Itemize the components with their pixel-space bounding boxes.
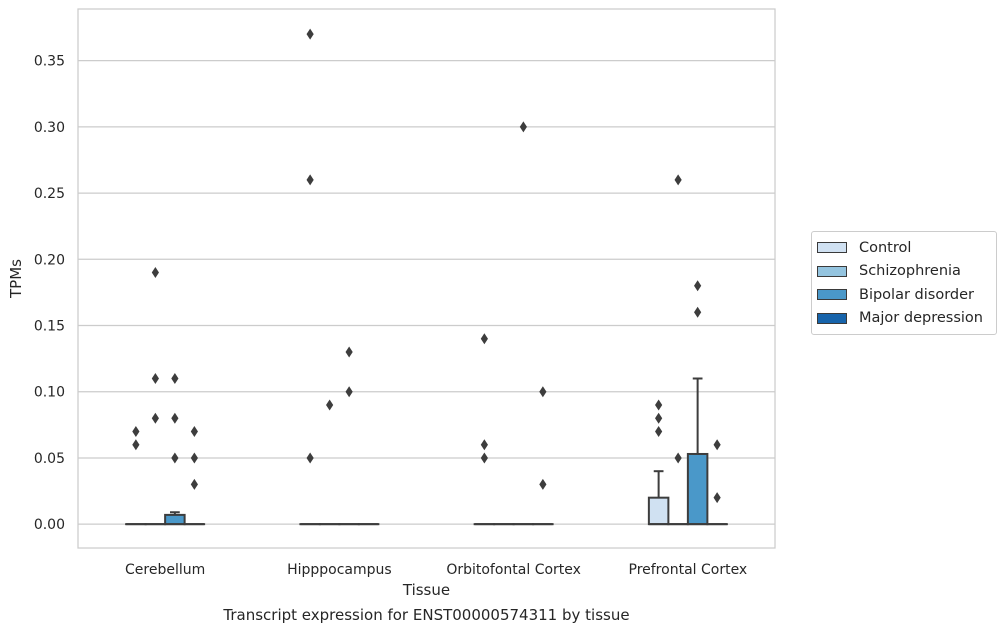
outlier-point <box>190 425 198 437</box>
legend-item: Major depression <box>812 307 996 331</box>
outlier-point <box>190 478 198 490</box>
outlier-point <box>306 28 314 40</box>
outlier-point <box>306 452 314 464</box>
box-bipolar-disorder <box>164 511 186 526</box>
outlier-point <box>694 280 702 292</box>
legend-label: Bipolar disorder <box>859 286 974 303</box>
legend-swatch <box>817 242 847 254</box>
outlier-point <box>655 412 663 424</box>
outlier-point <box>480 452 488 464</box>
legend-label: Schizophrenia <box>859 263 961 280</box>
legend-swatch <box>817 289 847 301</box>
outlier-point <box>306 174 314 186</box>
grid-lines <box>78 60 775 525</box>
outlier-point <box>674 452 682 464</box>
box-bipolar-disorder <box>686 377 709 526</box>
legend-item: Control <box>812 236 996 260</box>
legend-label: Major depression <box>859 310 983 327</box>
legend-label: Control <box>859 239 912 256</box>
chart-caption: Transcript expression for ENST0000057431… <box>223 606 630 624</box>
y-axis-label: TPMs <box>7 259 25 299</box>
y-tick-label: 0.25 <box>34 186 65 202</box>
outlier-point <box>132 425 140 437</box>
x-tick-label: Cerebellum <box>125 562 205 578</box>
plot-frame <box>77 8 776 549</box>
outlier-point <box>345 346 353 358</box>
legend-item: Schizophrenia <box>812 260 996 284</box>
y-tick-labels: 0.00 0.05 0.10 0.15 0.20 0.25 0.30 0.35 <box>34 54 65 534</box>
y-tick-label: 0.20 <box>34 252 65 268</box>
legend-swatch <box>817 312 847 324</box>
box-body <box>647 496 670 526</box>
x-tick-label: Prefrontal Cortex <box>629 562 748 578</box>
legend-item: Bipolar disorder <box>812 283 996 307</box>
x-tick-labels: Cerebellum Hipppocampus Orbitofontal Corte… <box>125 562 747 578</box>
outlier-point <box>151 267 159 279</box>
outlier-point <box>655 399 663 411</box>
outlier-point <box>539 386 547 398</box>
outlier-point <box>539 478 547 490</box>
outlier-point <box>713 492 721 504</box>
outlier-point <box>713 439 721 451</box>
outlier-point <box>480 333 488 345</box>
outlier-point <box>655 425 663 437</box>
y-tick-label: 0.10 <box>34 385 65 401</box>
legend: Control Schizophrenia Bipolar disorder Majo… <box>811 231 997 335</box>
legend-swatch <box>817 265 847 277</box>
y-tick-label: 0.15 <box>34 319 65 335</box>
outlier-point <box>171 372 179 384</box>
outlier-point <box>190 452 198 464</box>
outlier-point <box>151 412 159 424</box>
outlier-point <box>345 386 353 398</box>
x-tick-label: Orbitofontal Cortex <box>446 562 581 578</box>
outliers <box>132 28 721 504</box>
boxes <box>125 377 728 526</box>
y-tick-label: 0.35 <box>34 54 65 70</box>
box-body <box>686 452 709 526</box>
outlier-point <box>151 372 159 384</box>
box-control <box>647 470 670 526</box>
outlier-point <box>480 439 488 451</box>
x-tick-label: Hipppocampus <box>287 562 392 578</box>
outlier-point <box>132 439 140 451</box>
box-body <box>164 513 186 526</box>
outlier-point <box>694 306 702 318</box>
y-tick-label: 0.05 <box>34 451 65 467</box>
y-tick-label: 0.30 <box>34 120 65 136</box>
outlier-point <box>171 412 179 424</box>
outlier-point <box>674 174 682 186</box>
outlier-point <box>519 121 527 133</box>
outlier-point <box>171 452 179 464</box>
outlier-point <box>326 399 334 411</box>
x-axis-label: Tissue <box>402 581 450 599</box>
y-tick-label: 0.00 <box>34 517 65 533</box>
